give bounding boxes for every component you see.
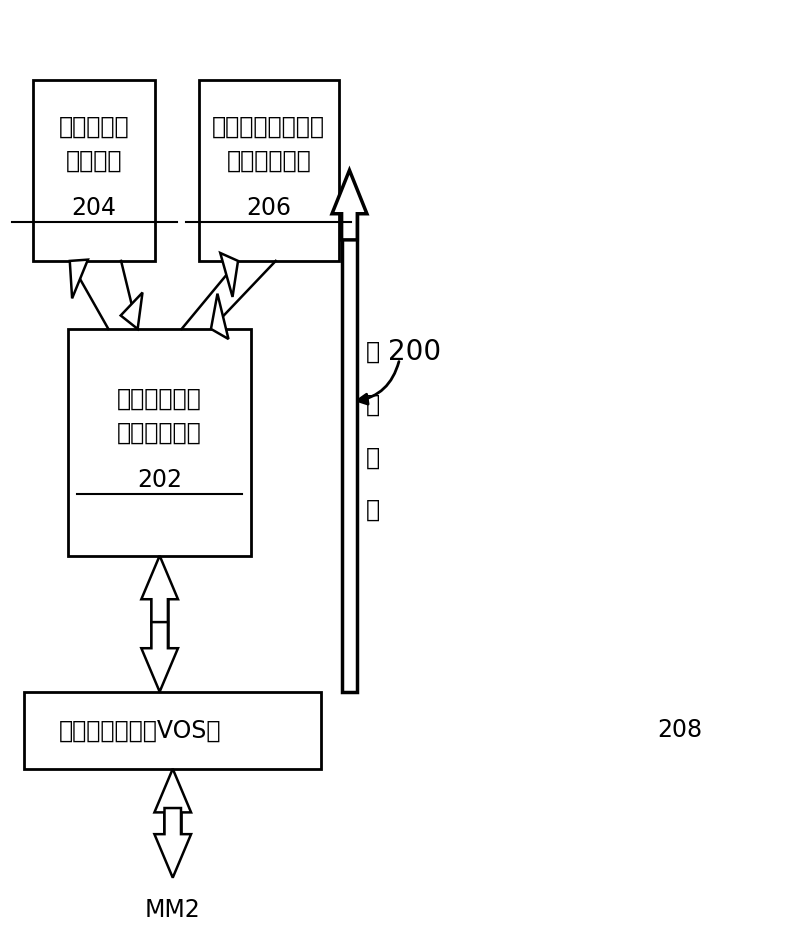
Text: 器: 器 (366, 340, 380, 364)
Text: 204: 204 (72, 197, 117, 220)
Text: 202: 202 (137, 469, 182, 492)
Bar (68, 329, 251, 555)
Text: （ＤＢ）: （ＤＢ） (66, 149, 122, 173)
Polygon shape (220, 253, 238, 297)
Polygon shape (211, 294, 229, 339)
Text: （ＴＡＳＫ）: （ＴＡＳＫ） (226, 149, 311, 173)
Text: 200: 200 (388, 337, 442, 365)
Text: （ＭＥＳＧ）: （ＭＥＳＧ） (118, 421, 202, 445)
Polygon shape (142, 555, 178, 625)
Polygon shape (70, 260, 88, 298)
Text: 秒: 秒 (366, 498, 380, 522)
Polygon shape (121, 293, 142, 329)
Text: 时: 时 (366, 392, 380, 417)
Bar (342, 213, 358, 692)
Text: 定: 定 (366, 445, 380, 470)
Bar (24, 692, 321, 769)
Text: 208: 208 (658, 719, 702, 742)
Bar (33, 79, 155, 261)
Text: MM2: MM2 (145, 898, 201, 922)
Text: 系统支撑模块（VOS）: 系统支撑模块（VOS） (59, 719, 222, 742)
Bar (165, 813, 181, 834)
Polygon shape (332, 171, 367, 240)
Polygon shape (154, 808, 191, 878)
Bar (151, 599, 168, 649)
Polygon shape (154, 769, 191, 839)
Text: 定时任务管理模块: 定时任务管理模块 (212, 115, 326, 139)
Text: 消息处理模块: 消息处理模块 (118, 387, 202, 411)
Polygon shape (142, 622, 178, 692)
Text: 206: 206 (246, 197, 291, 220)
Text: 数据库模块: 数据库模块 (59, 115, 130, 139)
Bar (199, 79, 338, 261)
